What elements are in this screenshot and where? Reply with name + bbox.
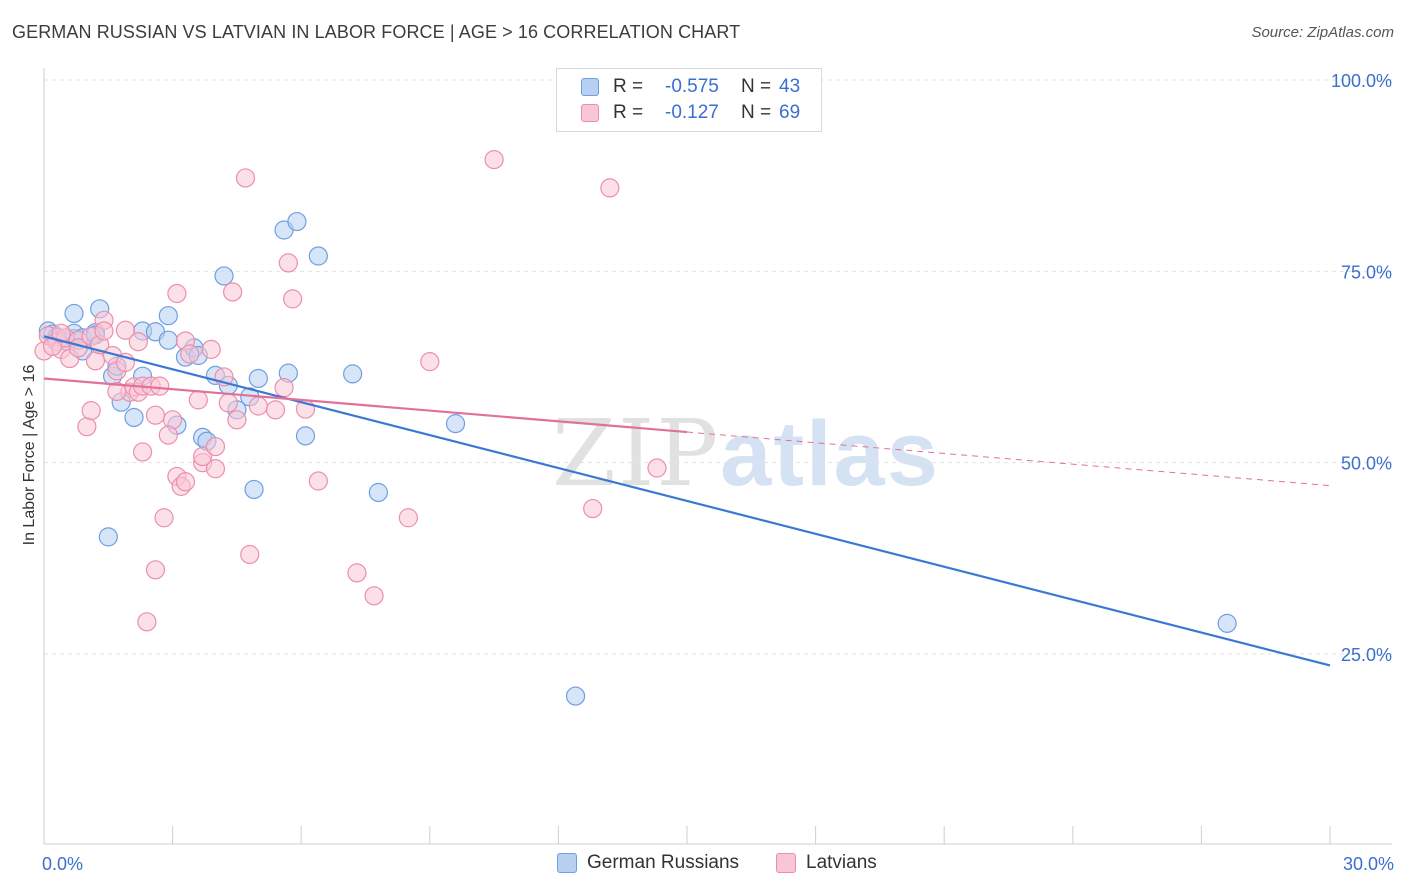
point-german-russians xyxy=(368,482,388,503)
legend-label-german-russians: German Russians xyxy=(587,852,740,873)
point-german-russians xyxy=(445,414,466,434)
point-german-russians xyxy=(308,246,328,266)
point-german-russians xyxy=(124,407,144,428)
legend-n-value: 69 xyxy=(779,102,801,123)
y-tick-label: 50.0% xyxy=(1341,454,1392,474)
legend-row-german-russians: R = -0.575 N = 43 xyxy=(581,75,800,99)
point-latvians xyxy=(420,352,440,372)
point-latvians xyxy=(154,508,174,528)
point-latvians xyxy=(265,400,286,420)
point-latvians xyxy=(205,436,226,457)
point-latvians xyxy=(647,458,667,478)
point-latvians xyxy=(158,425,178,445)
point-latvians xyxy=(364,586,384,606)
legend-swatch-pink xyxy=(581,104,599,122)
point-latvians xyxy=(115,320,136,340)
point-latvians xyxy=(227,410,247,430)
chart-title: GERMAN RUSSIAN VS LATVIAN IN LABOR FORCE… xyxy=(12,22,741,42)
point-latvians xyxy=(132,442,153,462)
point-latvians xyxy=(180,344,200,364)
point-latvians xyxy=(600,178,620,198)
x-tick-label: 30.0% xyxy=(1343,854,1394,874)
legend-n-label: N = xyxy=(741,76,772,97)
x-tick-label: 0.0% xyxy=(42,854,83,874)
point-german-russians xyxy=(158,306,178,326)
y-axis-label: In Labor Force | Age > 16 xyxy=(21,365,38,546)
legend-n-label: N = xyxy=(741,102,772,123)
legend-item-german-russians: German Russians xyxy=(557,852,739,874)
legend-label-latvians: Latvians xyxy=(806,852,877,873)
legend-r-value: -0.575 xyxy=(665,76,719,97)
series-legend: German Russians Latvians xyxy=(0,852,1406,878)
correlation-legend: R = -0.575 N = 43 R = -0.127 N = 69 xyxy=(556,68,822,132)
point-latvians xyxy=(145,560,166,580)
trendline-latvians xyxy=(43,377,688,434)
point-latvians xyxy=(94,321,114,341)
y-tick-label: 25.0% xyxy=(1341,645,1392,665)
point-latvians xyxy=(85,351,106,371)
point-latvians xyxy=(107,381,127,402)
legend-r-label: R = xyxy=(613,102,644,123)
point-german-russians xyxy=(248,368,268,389)
point-latvians xyxy=(175,472,196,492)
point-latvians xyxy=(193,446,213,467)
trendline-dashed-latvians xyxy=(686,431,1331,487)
point-latvians xyxy=(188,390,208,410)
point-latvians xyxy=(137,612,157,632)
point-german-russians xyxy=(98,527,118,547)
trendline-german-russians xyxy=(43,335,1331,667)
point-latvians xyxy=(484,149,504,170)
point-latvians xyxy=(240,544,260,565)
point-latvians xyxy=(248,396,268,416)
point-german-russians xyxy=(295,426,316,446)
point-german-russians xyxy=(343,364,363,384)
point-german-russians xyxy=(244,479,264,500)
watermark-zip: ZIP xyxy=(552,400,721,507)
point-latvians xyxy=(308,471,328,491)
point-german-russians xyxy=(214,266,234,286)
point-german-russians xyxy=(158,330,178,350)
watermark: ZIPatlas xyxy=(552,400,940,507)
point-latvians xyxy=(201,339,221,359)
point-latvians xyxy=(583,498,603,519)
legend-r-label: R = xyxy=(613,76,644,97)
point-latvians xyxy=(218,393,238,413)
point-latvians xyxy=(347,563,367,583)
legend-n-value: 43 xyxy=(779,76,801,97)
point-latvians xyxy=(128,332,148,352)
point-latvians xyxy=(167,283,187,304)
legend-r-value: -0.127 xyxy=(665,102,719,123)
point-latvians xyxy=(274,378,294,398)
y-tick-label: 100.0% xyxy=(1331,71,1392,91)
point-german-russians xyxy=(1217,613,1237,633)
point-latvians xyxy=(145,405,166,425)
point-latvians xyxy=(235,168,256,188)
point-latvians xyxy=(51,323,71,343)
point-latvians xyxy=(205,459,226,479)
point-latvians xyxy=(81,401,101,421)
point-latvians xyxy=(77,417,97,437)
point-latvians xyxy=(283,289,303,309)
source-label: Source: ZipAtlas.com xyxy=(1251,24,1394,41)
point-latvians xyxy=(398,508,418,528)
point-german-russians xyxy=(565,686,586,706)
watermark-atlas: atlas xyxy=(720,403,940,505)
point-latvians xyxy=(150,376,170,396)
legend-item-latvians: Latvians xyxy=(776,852,877,874)
legend-row-latvians: R = -0.127 N = 69 xyxy=(581,101,800,125)
point-latvians xyxy=(223,282,243,302)
legend-swatch-blue xyxy=(557,853,577,873)
point-german-russians xyxy=(287,211,307,232)
point-latvians xyxy=(278,253,298,273)
y-tick-label: 75.0% xyxy=(1341,262,1392,282)
point-german-russians xyxy=(64,303,84,324)
legend-swatch-blue xyxy=(581,78,599,96)
legend-swatch-pink xyxy=(776,853,796,873)
